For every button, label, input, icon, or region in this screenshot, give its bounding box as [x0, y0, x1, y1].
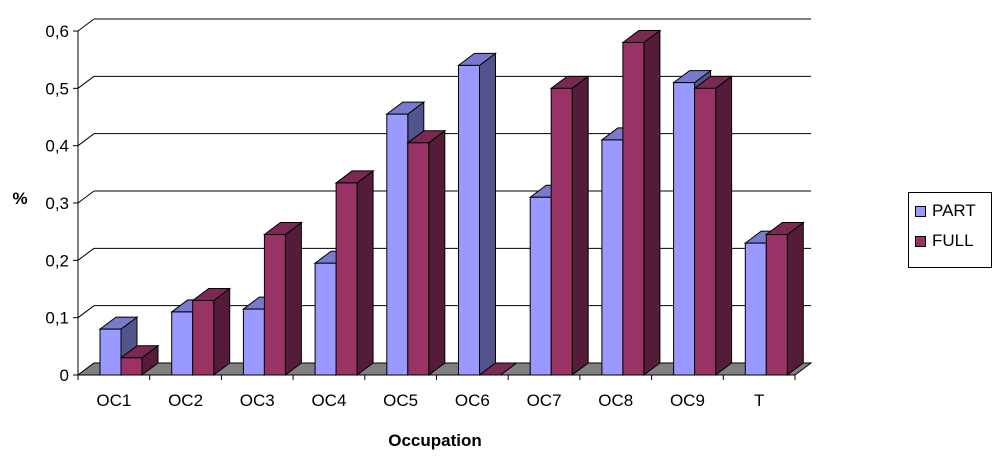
plot-area: 0 0,1 0,2 0,3 0,4 0,5 0,6 OC1 OC2 OC3 OC4 OC5 OC6 OC7… — [45, 18, 813, 410]
y-tick-label: 0,4 — [45, 137, 69, 156]
y-axis-title: % — [12, 189, 27, 208]
legend-label-part: PART — [932, 201, 976, 220]
x-tick-label: OC1 — [96, 391, 131, 410]
bar-side — [356, 169, 374, 376]
bar-front — [242, 308, 265, 376]
bar-front — [694, 87, 717, 376]
bar-front — [673, 82, 696, 376]
bar-front — [263, 234, 286, 376]
bar-front — [99, 328, 122, 376]
bar-side — [786, 221, 804, 376]
bar-front — [171, 311, 194, 376]
bar-front — [765, 234, 788, 376]
y-tick-label: 0 — [60, 366, 69, 385]
bar-front — [601, 139, 624, 376]
bar-full-oc5 — [406, 129, 447, 376]
bar-front — [407, 142, 430, 376]
bar-side — [715, 75, 733, 376]
y-tick-label: 0,6 — [45, 22, 69, 41]
x-tick-label: OC6 — [455, 391, 490, 410]
bar-side — [479, 52, 496, 376]
bar-front — [192, 299, 215, 376]
bar-side — [428, 129, 446, 376]
bar-full-oc9 — [693, 75, 734, 376]
x-tick-label: OC7 — [527, 391, 562, 410]
legend: PART FULL — [908, 192, 992, 268]
x-tick-label: OC9 — [670, 391, 705, 410]
bar-full-oc3 — [262, 221, 303, 376]
bar-front — [458, 64, 480, 376]
y-grid-diagonal — [77, 133, 95, 147]
legend-item-full: FULL — [915, 231, 974, 251]
x-tick-label: T — [754, 391, 764, 410]
bar-front — [550, 87, 573, 376]
y-grid-diagonal — [77, 190, 95, 204]
bar-full-oc2 — [191, 287, 232, 376]
bar-front — [622, 41, 645, 376]
bar-full-t — [764, 221, 805, 376]
legend-item-part: PART — [915, 201, 976, 221]
y-grid-diagonal — [77, 18, 95, 32]
x-axis-title: Occupation — [388, 431, 482, 450]
x-tick-label: OC5 — [383, 391, 418, 410]
bar-front — [386, 113, 409, 376]
bar-full-oc1 — [119, 344, 160, 376]
bar-front — [335, 182, 358, 376]
y-grid-diagonal — [77, 75, 95, 89]
bar-full-oc4 — [334, 169, 375, 376]
y-grid-diagonal — [77, 305, 95, 319]
x-tick-label: OC2 — [168, 391, 203, 410]
y-grid-diagonal — [77, 247, 95, 261]
bar-full-oc6 — [478, 362, 518, 376]
y-tick-label: 0,5 — [45, 79, 69, 98]
y-tick-label: 0,3 — [45, 194, 69, 213]
bar-side — [571, 75, 589, 376]
legend-swatch-full — [915, 235, 926, 247]
bar-full-oc7 — [549, 75, 590, 376]
bar-front — [744, 242, 767, 376]
x-tick-label: OC4 — [311, 391, 346, 410]
x-tick-label: OC8 — [598, 391, 633, 410]
bar-front — [314, 262, 337, 376]
bar-front — [120, 357, 143, 376]
legend-swatch-part — [915, 205, 926, 217]
y-tick-label: 0,1 — [45, 309, 69, 328]
bar-front — [529, 196, 552, 376]
bar-full-oc8 — [621, 29, 662, 376]
bar-top — [478, 362, 518, 376]
bar-part-oc6 — [457, 52, 497, 376]
x-tick-label: OC3 — [240, 391, 275, 410]
legend-label-full: FULL — [932, 231, 974, 250]
bar-side — [213, 287, 231, 376]
bar-side — [284, 221, 302, 376]
bar-side — [643, 29, 661, 376]
y-tick-label: 0,2 — [45, 251, 69, 270]
